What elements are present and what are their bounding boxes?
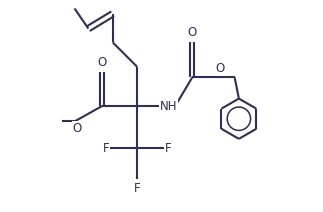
Text: F: F xyxy=(165,142,172,155)
Text: F: F xyxy=(103,142,109,155)
Text: O: O xyxy=(72,122,81,135)
Text: F: F xyxy=(134,182,141,195)
Text: O: O xyxy=(216,62,225,75)
Text: O: O xyxy=(188,26,197,39)
Text: O: O xyxy=(98,56,107,69)
Text: NH: NH xyxy=(160,99,178,113)
